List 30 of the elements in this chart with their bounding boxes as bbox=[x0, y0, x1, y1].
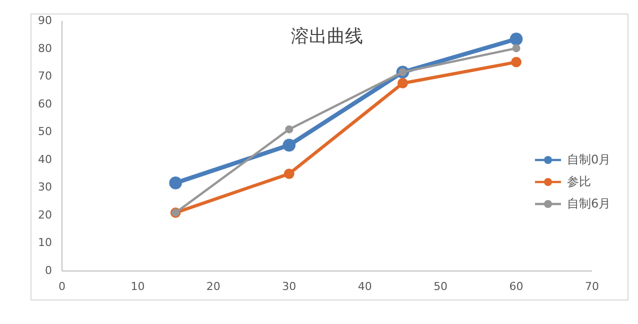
point bbox=[169, 176, 182, 190]
y-tick-label: 20 bbox=[38, 208, 52, 222]
y-tick-label: 10 bbox=[38, 236, 52, 250]
chart-title: 溶出曲线 bbox=[291, 26, 363, 47]
x-tick-label: 40 bbox=[358, 280, 372, 294]
y-tick-label: 0 bbox=[45, 264, 52, 278]
legend-label: 自制6月 bbox=[567, 196, 611, 210]
point bbox=[510, 32, 523, 46]
point bbox=[511, 56, 522, 68]
x-tick-label: 0 bbox=[58, 280, 66, 294]
x-tick-label: 60 bbox=[509, 280, 524, 294]
y-tick-label: 40 bbox=[38, 152, 52, 166]
y-tick-label: 60 bbox=[38, 97, 52, 110]
y-tick-label: 90 bbox=[38, 14, 52, 28]
point bbox=[398, 78, 408, 88]
x-tick-label: 10 bbox=[130, 280, 145, 294]
x-tick-label: 70 bbox=[585, 280, 599, 294]
y-tick-label: 50 bbox=[38, 125, 52, 138]
point bbox=[282, 138, 296, 152]
y-tick-label: 80 bbox=[38, 42, 52, 55]
point bbox=[285, 125, 294, 134]
y-tick-label: 30 bbox=[38, 180, 52, 194]
point bbox=[512, 44, 520, 52]
x-tick-label: 20 bbox=[206, 280, 220, 294]
x-tick-label: 30 bbox=[282, 280, 296, 294]
legend-label: 参比 bbox=[567, 174, 591, 188]
y-tick-label: 70 bbox=[38, 70, 52, 83]
legend-label: 自制0月 bbox=[567, 152, 611, 166]
x-tick-label: 50 bbox=[434, 280, 448, 294]
point bbox=[284, 168, 294, 179]
